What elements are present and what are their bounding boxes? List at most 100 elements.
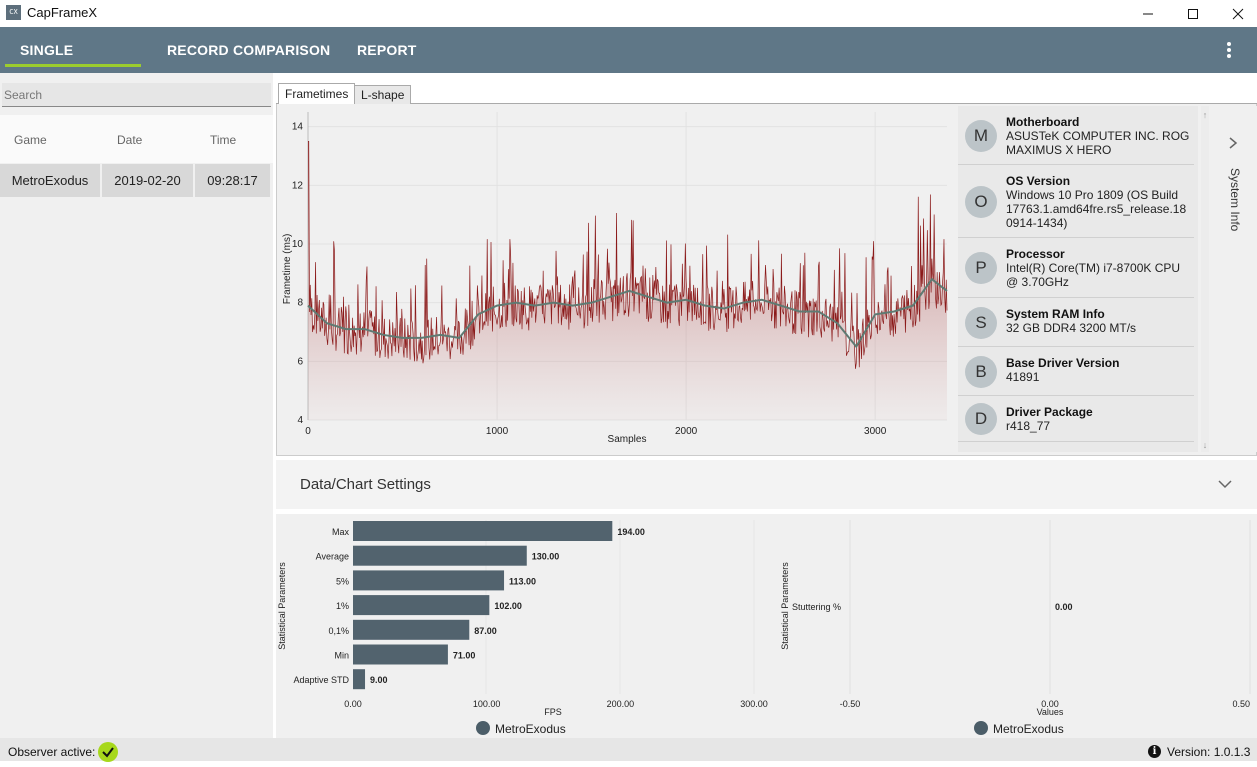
y-tick-label: 12 bbox=[292, 180, 304, 191]
tab-report[interactable]: REPORT bbox=[357, 42, 417, 58]
record-list-panel: Game Date Time MetroExodus 2019-02-20 09… bbox=[0, 73, 273, 738]
values-tick-label: -0.50 bbox=[840, 699, 861, 709]
system-info-item: D Driver Package r418_77 bbox=[958, 396, 1194, 442]
system-info-avatar: S bbox=[965, 307, 997, 339]
status-bar: Observer active: Version: 1.0.1.3 bbox=[0, 738, 1257, 761]
y-tick-label: 6 bbox=[297, 356, 303, 367]
tab-l-shape[interactable]: L-shape bbox=[354, 85, 412, 104]
category-label: Average bbox=[316, 552, 349, 562]
category-label: Adaptive STD bbox=[293, 675, 349, 685]
system-info-title: System RAM Info bbox=[1006, 307, 1105, 321]
data-chart-settings-expander[interactable]: Data/Chart Settings bbox=[276, 460, 1257, 509]
system-info-value: r418_77 bbox=[1006, 419, 1051, 433]
stat-bar bbox=[353, 669, 366, 690]
bar-value-label: 9.00 bbox=[370, 675, 388, 685]
check-icon bbox=[102, 747, 114, 758]
fps-tick-label: 200.00 bbox=[607, 699, 635, 709]
system-info-title: Base Driver Version bbox=[1006, 356, 1120, 370]
search-input[interactable] bbox=[2, 83, 271, 107]
frametime-line bbox=[308, 140, 948, 369]
system-info-title: OS Version bbox=[1006, 174, 1071, 188]
y-tick-label: 4 bbox=[297, 415, 303, 426]
system-info-list: M Motherboard ASUSTeK COMPUTER INC. ROG MA… bbox=[958, 106, 1198, 452]
bar-value-label: 71.00 bbox=[453, 651, 476, 661]
bar-value-label: 102.00 bbox=[494, 601, 522, 611]
y-axis-label: Frametime (ms) bbox=[282, 234, 293, 305]
column-header-time[interactable]: Time bbox=[210, 133, 237, 147]
bar-value-label: 87.00 bbox=[474, 626, 497, 636]
cell-game: MetroExodus bbox=[0, 164, 100, 197]
values-tick-label: 0.00 bbox=[1041, 699, 1059, 709]
fps-tick-label: 300.00 bbox=[740, 699, 768, 709]
cell-time: 09:28:17 bbox=[195, 164, 270, 197]
chevron-right-icon[interactable] bbox=[1227, 136, 1239, 150]
stat-bar bbox=[353, 521, 613, 541]
tab-single-record[interactable]: SINGLE RECORD bbox=[5, 27, 141, 104]
tab-frametimes[interactable]: Frametimes bbox=[278, 83, 356, 105]
bar-value-label: 194.00 bbox=[617, 527, 645, 537]
fps-tick-label: 0.00 bbox=[344, 699, 362, 709]
system-info-title: Processor bbox=[1006, 247, 1065, 261]
system-info-avatar: B bbox=[965, 356, 997, 388]
system-info-avatar: P bbox=[965, 252, 997, 284]
main-nav: SINGLE RECORD RECORD COMPARISON REPORT bbox=[0, 27, 1257, 104]
scroll-down-icon[interactable]: ↓ bbox=[1203, 440, 1208, 450]
stutter-y-axis-label: Statistical Parameters bbox=[780, 562, 790, 650]
chevron-down-icon[interactable] bbox=[1218, 479, 1232, 489]
system-info-value: Intel(R) Core(TM) i7-8700K CPU @ 3.70GHz bbox=[1006, 261, 1181, 289]
stat-bar bbox=[353, 619, 470, 640]
legend-marker-stutter bbox=[974, 721, 988, 735]
category-label: 5% bbox=[336, 576, 349, 586]
chart-tab-strip: Frametimes L-shape bbox=[276, 73, 1257, 105]
column-header-game[interactable]: Game bbox=[14, 133, 47, 147]
x-tick-label: 3000 bbox=[864, 426, 887, 437]
column-header-date[interactable]: Date bbox=[117, 133, 143, 147]
system-info-toggle[interactable] bbox=[1212, 106, 1257, 452]
x-axis-label: Samples bbox=[608, 434, 647, 445]
minimize-button[interactable] bbox=[1125, 0, 1171, 27]
maximize-button[interactable] bbox=[1170, 0, 1216, 27]
settings-title: Data/Chart Settings bbox=[300, 476, 431, 493]
minimize-icon bbox=[1143, 13, 1153, 14]
close-button[interactable] bbox=[1215, 0, 1257, 27]
x-tick-label: 0 bbox=[305, 426, 311, 437]
bar-value-label: 130.00 bbox=[532, 552, 560, 562]
system-info-item: O OS Version Windows 10 Pro 1809 (OS Build… bbox=[958, 165, 1194, 238]
tab-record-comparison[interactable]: RECORD COMPARISON bbox=[167, 42, 331, 58]
y-tick-label: 14 bbox=[292, 122, 304, 133]
bar-value-label: 0.00 bbox=[1055, 602, 1073, 612]
close-icon bbox=[1232, 8, 1244, 19]
values-tick-label: 0.50 bbox=[1232, 699, 1250, 709]
frametime-chart: 4 6 8 10 12 14 0 1000 2000 3000 Samples Frametim… bbox=[282, 112, 948, 445]
category-label: 0,1% bbox=[328, 626, 349, 636]
title-bar: CX CapFrameX bbox=[0, 0, 1257, 27]
x-tick-label: 2000 bbox=[675, 426, 698, 437]
stat-bar bbox=[353, 644, 448, 665]
x-tick-label: 1000 bbox=[486, 426, 509, 437]
scroll-up-icon[interactable]: ↑ bbox=[1203, 110, 1208, 120]
stats-y-axis-label: Statistical Parameters bbox=[277, 562, 287, 650]
record-row[interactable]: MetroExodus 2019-02-20 09:28:17 bbox=[0, 164, 273, 197]
statistics-panel: Max 194.00 Average 130.00 5% 113.00 1% 102.00 0,… bbox=[276, 514, 1257, 738]
system-info-item: B Base Driver Version 41891 bbox=[958, 347, 1194, 396]
frametime-area bbox=[308, 141, 947, 421]
legend-label-stutter: MetroExodus bbox=[993, 722, 1064, 736]
more-vert-icon[interactable] bbox=[1219, 40, 1239, 60]
legend-label: MetroExodus bbox=[495, 722, 566, 736]
category-label: Stuttering % bbox=[792, 602, 841, 612]
stat-bar bbox=[353, 545, 527, 566]
info-icon[interactable]: i bbox=[1148, 745, 1161, 758]
system-info-avatar: M bbox=[965, 120, 997, 152]
system-info-item: M Motherboard ASUSTeK COMPUTER INC. ROG MA… bbox=[958, 106, 1194, 165]
values-axis-label: Values bbox=[1037, 707, 1064, 717]
system-info-scrollbar[interactable]: ↑ ↓ bbox=[1198, 106, 1212, 452]
system-info-title: Driver Package bbox=[1006, 405, 1093, 419]
app-logo: CX bbox=[6, 5, 21, 20]
version-label: Version: 1.0.1.3 bbox=[1167, 745, 1251, 759]
category-label: Min bbox=[334, 651, 349, 661]
list-header: Game Date Time bbox=[0, 115, 273, 163]
category-label: Max bbox=[332, 527, 350, 537]
y-tick-label: 10 bbox=[292, 239, 304, 250]
bar-value-label: 113.00 bbox=[509, 576, 536, 586]
system-info-avatar: O bbox=[965, 186, 997, 218]
